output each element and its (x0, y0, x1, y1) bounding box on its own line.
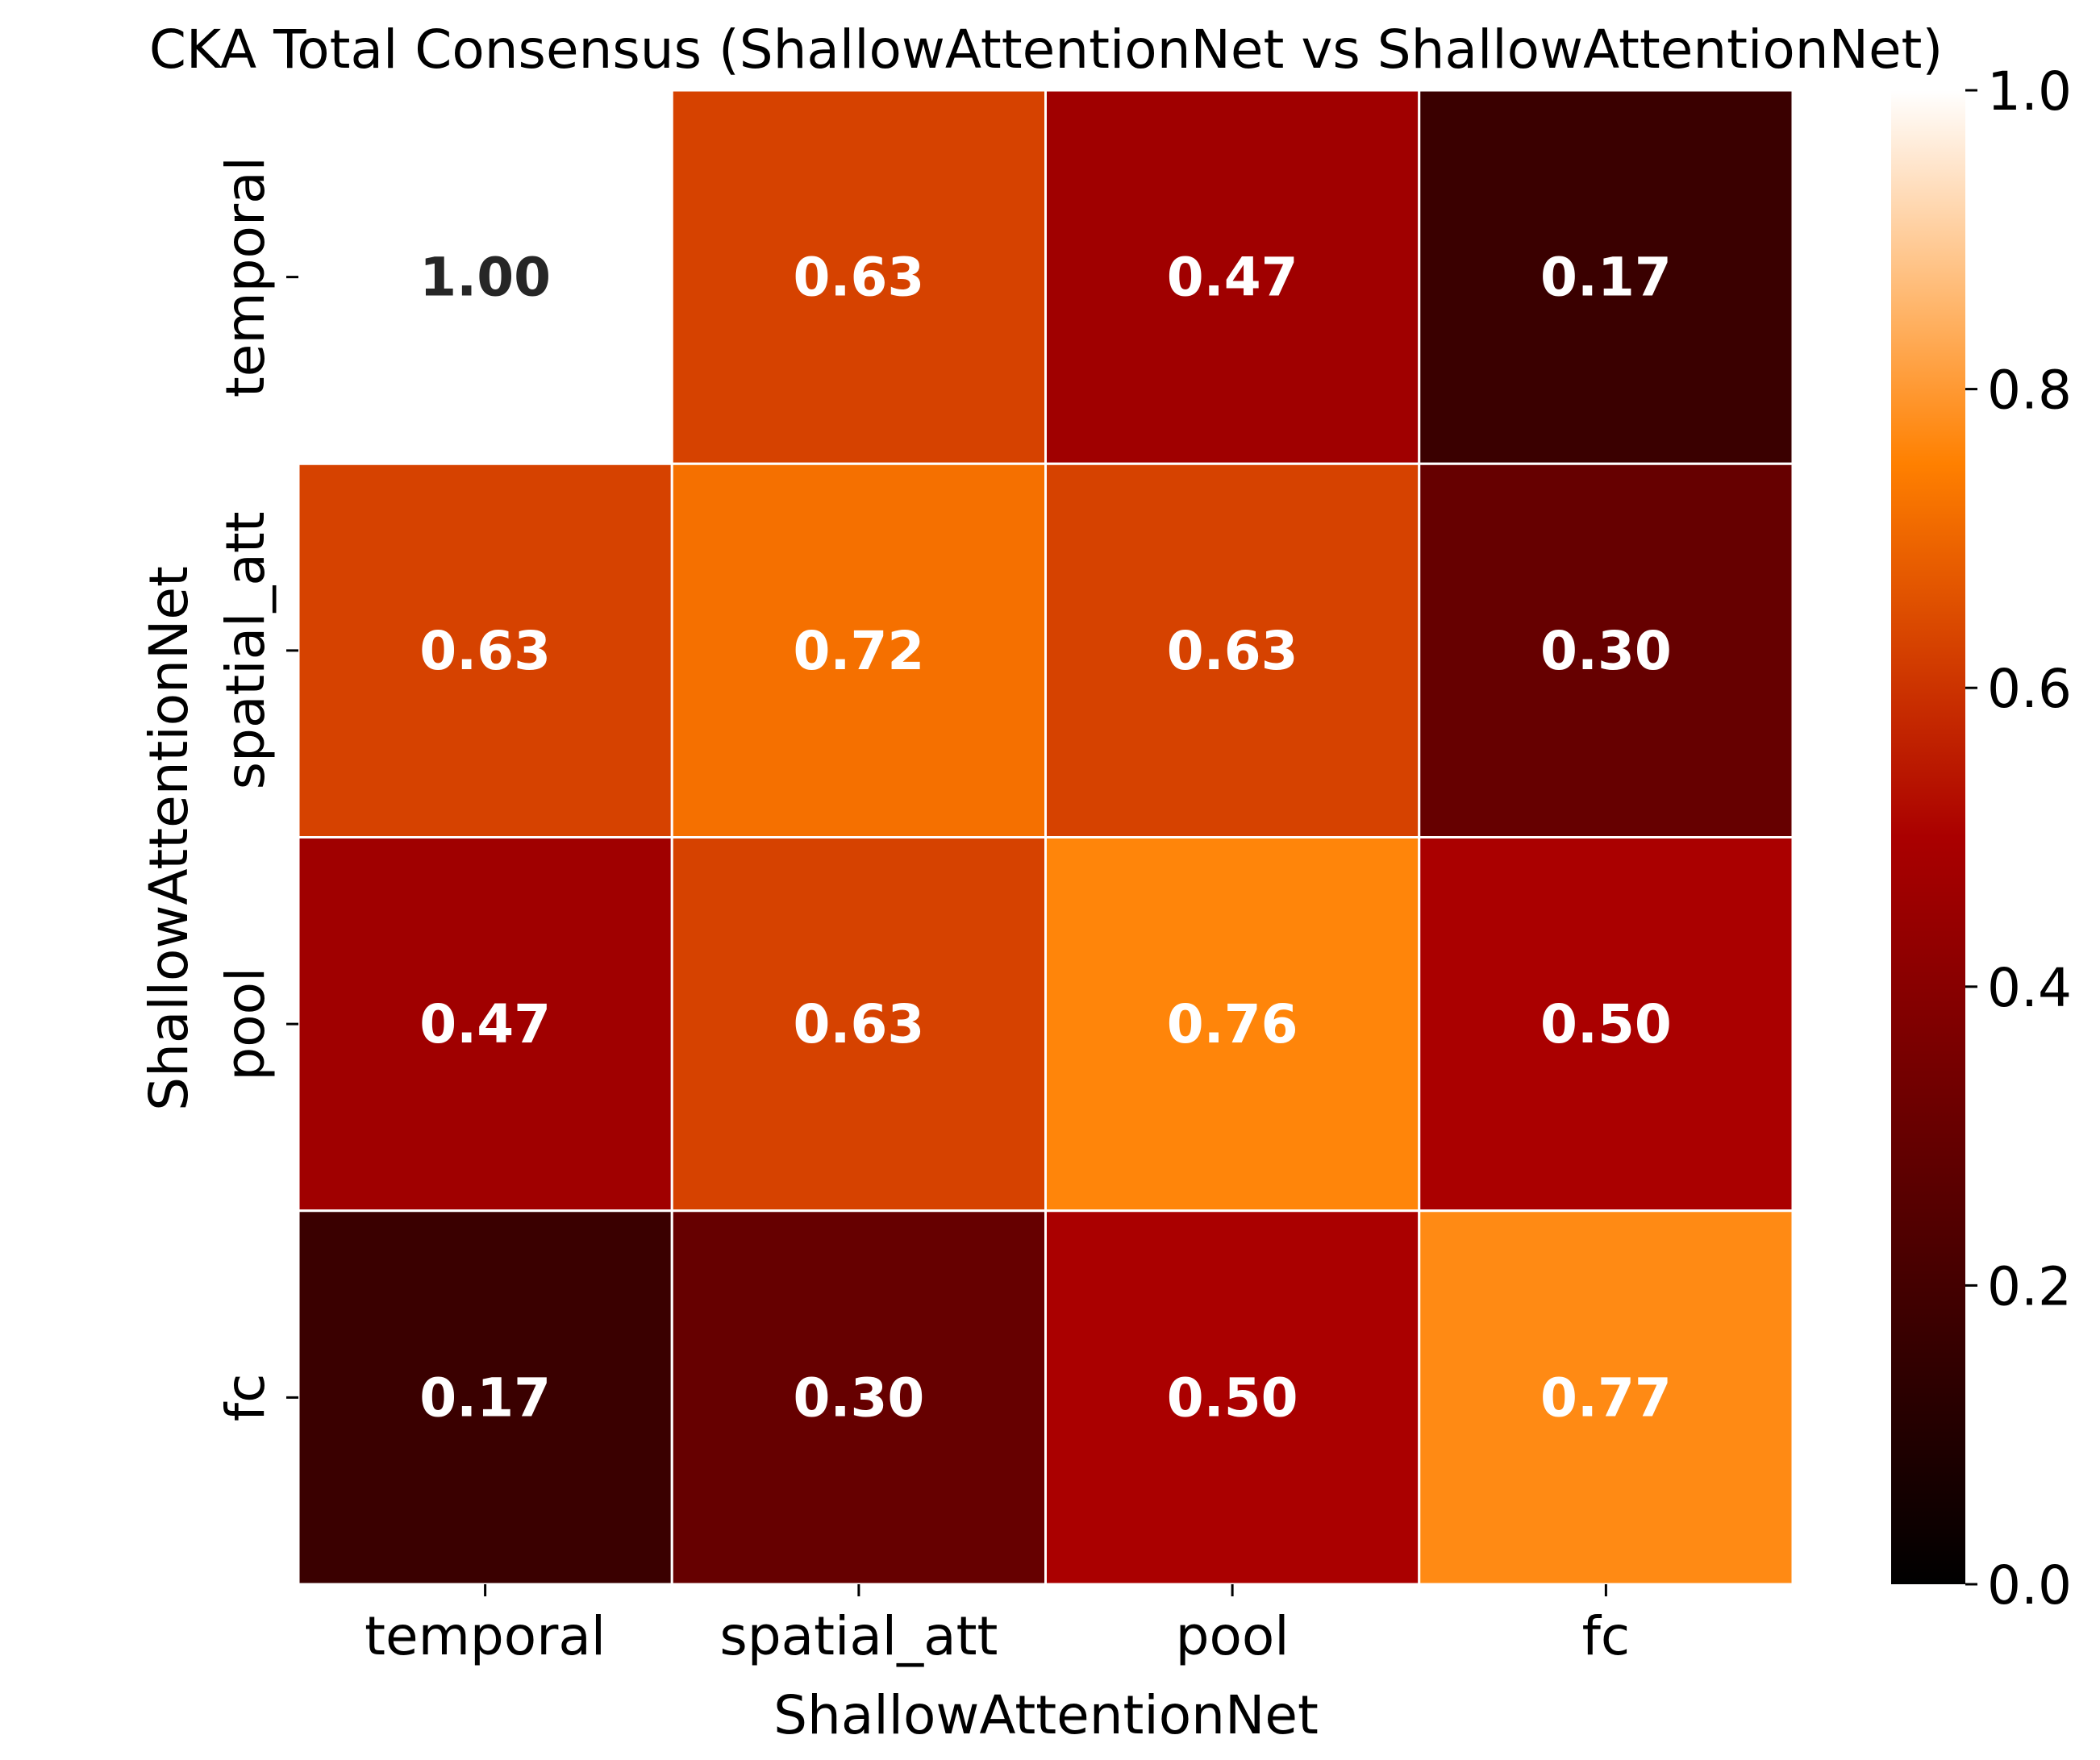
cell-value-label: 0.63 (419, 620, 551, 682)
colorbar-ticks: 0.0 0.2 0.4 0.6 0.8 1.0 (1965, 60, 2072, 1616)
cell-value-label: 0.63 (793, 247, 924, 309)
x-axis-label: ShallowAttentionNet (773, 1684, 1319, 1746)
heatmap-cell (297, 89, 673, 465)
y-tick-label: spatial_att (215, 511, 277, 789)
y-tick-label: fc (215, 1374, 277, 1422)
chart-title: CKA Total Consensus (ShallowAttentionNet… (149, 19, 1943, 81)
cell-value-label: 0.47 (1167, 247, 1298, 309)
cell-value-label: 0.30 (1540, 620, 1672, 682)
heatmap-cell (1044, 1209, 1421, 1586)
heatmap-cell (1044, 462, 1421, 838)
colorbar (1891, 90, 1965, 1584)
cell-value-label: 0.50 (1167, 1367, 1298, 1429)
colorbar-tick-label: 0.2 (1987, 1255, 2072, 1317)
heatmap-cell (1418, 1209, 1794, 1586)
y-tick-label: pool (215, 967, 277, 1081)
x-tick-label: pool (1176, 1605, 1290, 1667)
heatmap-cell (297, 1209, 673, 1586)
cell-value-label: 0.76 (1167, 993, 1298, 1055)
colorbar-tick-label: 0.4 (1987, 957, 2072, 1019)
cell-value-label: 0.47 (419, 993, 551, 1055)
cell-value-label: 0.30 (793, 1367, 924, 1429)
heatmap-cell (670, 462, 1047, 838)
cell-value-label: 0.63 (1167, 620, 1298, 682)
heatmap-cell (670, 1209, 1047, 1586)
colorbar-tick-label: 1.0 (1987, 60, 2072, 123)
x-axis-ticks: temporal spatial_att pool fc (365, 1584, 1630, 1667)
heatmap-cell (1418, 462, 1794, 838)
y-tick-label: temporal (215, 156, 277, 397)
cell-value-label: 0.72 (793, 620, 924, 682)
colorbar-tick-label: 0.6 (1987, 658, 2072, 720)
cell-annotations: 1.00 0.63 0.47 0.17 0.63 0.72 0.63 0.30 0.47 0.63… (419, 247, 1672, 1429)
cell-value-label: 0.17 (1540, 247, 1672, 309)
heatmap-cell (670, 836, 1047, 1213)
heatmap-cell (1044, 89, 1421, 465)
x-tick-label: temporal (365, 1605, 606, 1667)
heatmap-cell (1418, 89, 1794, 465)
heatmap-cells (297, 89, 1794, 1586)
x-tick-label: fc (1582, 1605, 1631, 1667)
heatmap-cell (1418, 836, 1794, 1213)
cell-value-label: 0.50 (1540, 993, 1672, 1055)
cell-value-label: 0.17 (419, 1367, 551, 1429)
heatmap-cell (297, 462, 673, 838)
y-axis-label: ShallowAttentionNet (138, 566, 200, 1111)
colorbar-tick-label: 0.8 (1987, 360, 2072, 422)
cell-value-label: 0.63 (793, 993, 924, 1055)
cell-value-label: 0.77 (1540, 1367, 1672, 1429)
x-tick-label: spatial_att (719, 1605, 998, 1667)
cell-value-label: 1.00 (419, 247, 551, 309)
colorbar-tick-label: 0.0 (1987, 1554, 2072, 1616)
heatmap-cell (670, 89, 1047, 465)
